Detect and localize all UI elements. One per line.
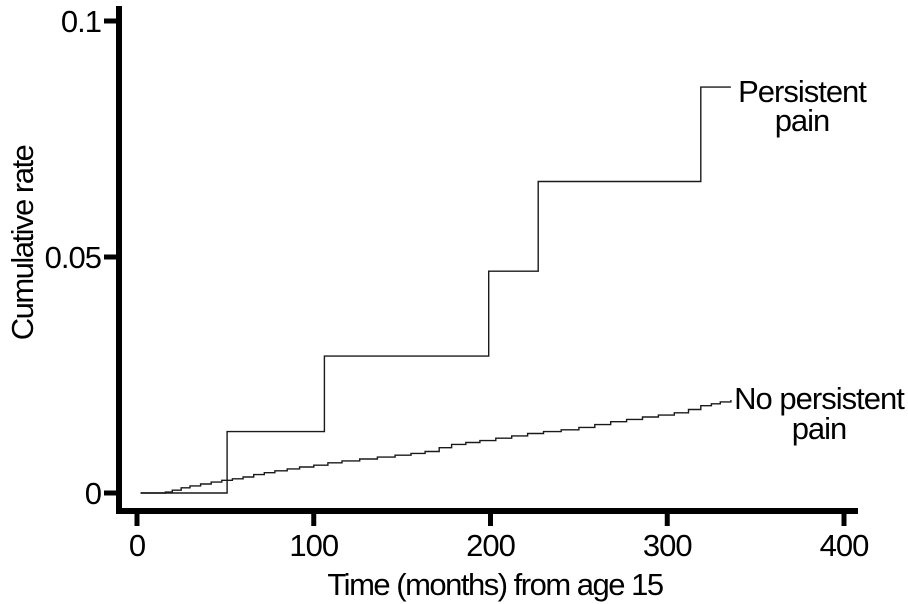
series-label-no-persistent-pain-line2: pain (792, 411, 847, 446)
x-tick-label: 200 (466, 528, 515, 563)
series-label-persistent-pain-line2: pain (775, 103, 830, 138)
y-tick-label: 0.1 (61, 4, 101, 39)
x-tick-label: 0 (129, 528, 146, 563)
series-label-persistent-pain-line1: Persistent (738, 74, 867, 109)
y-tick-label: 0 (85, 476, 102, 511)
x-tick-label: 100 (289, 528, 338, 563)
x-tick-label: 400 (820, 528, 869, 563)
series-persistent-pain-line (140, 86, 731, 494)
y-tick-label: 0.05 (45, 240, 101, 275)
x-axis-title: Time (months) from age 15 (327, 567, 662, 602)
y-axis-title: Cumulative rate (5, 145, 40, 340)
x-tick-label: 300 (643, 528, 692, 563)
series-label-no-persistent-pain-line1: No persistent (734, 381, 905, 416)
series-no-persistent-pain-line (140, 400, 732, 494)
